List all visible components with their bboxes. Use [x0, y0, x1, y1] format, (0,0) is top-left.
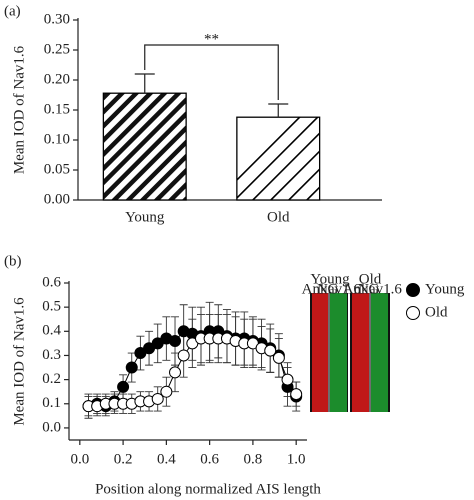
y-tick-label: 0.1: [42, 395, 61, 411]
x-tick-label: 0.8: [244, 451, 263, 467]
panel-label: (a): [4, 3, 21, 19]
hatch-line: [236, 117, 301, 182]
hatch-line: [361, 80, 474, 200]
legend-label: Old: [425, 304, 448, 320]
significance-label: **: [204, 31, 219, 47]
x-tick-label: 0.0: [70, 451, 89, 467]
x-tick-label: 0.6: [200, 451, 219, 467]
inset-channel-label: AnkG: [302, 281, 339, 297]
marker: [125, 361, 138, 374]
y-tick-label: 0.15: [44, 101, 70, 117]
x-tick-label: Old: [267, 209, 290, 225]
marker: [281, 373, 294, 386]
legend-label: Young: [425, 281, 465, 297]
inset-channel-label: Nav1.6: [317, 281, 361, 297]
hatch-line: [325, 80, 445, 200]
y-tick-label: 0.20: [44, 71, 70, 87]
hatch-line: [397, 80, 474, 200]
marker: [264, 344, 277, 357]
hatch-line: [288, 168, 320, 200]
y-tick-label: 0.25: [44, 41, 70, 57]
x-axis-label: Position along normalized AIS length: [95, 481, 321, 497]
marker: [117, 380, 130, 393]
hatch-line: [252, 132, 320, 200]
inset-group-label: Young: [310, 271, 350, 287]
significance-bracket: [144, 44, 279, 100]
marker: [177, 349, 190, 362]
y-tick-label: 0.0: [42, 419, 61, 435]
hatch-line: [379, 80, 474, 200]
marker: [160, 385, 173, 398]
y-axis-label: Mean IOD of Nav1.6: [11, 45, 27, 174]
marker: [169, 366, 182, 379]
hatch-line: [270, 150, 320, 200]
inset-channel-label: Nav1.6: [358, 281, 402, 297]
inset-image: [310, 283, 390, 412]
hatch-line: [415, 80, 474, 200]
error-bar: [134, 73, 155, 94]
y-tick-label: 0.6: [42, 274, 61, 290]
marker: [290, 388, 303, 401]
hatch-line: [236, 117, 319, 200]
inset-group-label: Old: [359, 271, 382, 287]
y-axis-label: Mean IOD of Nav1.6: [11, 297, 27, 426]
inset-channel-label: AnkG: [343, 281, 380, 297]
panel-label: (b): [4, 253, 22, 269]
hatch-line: [343, 80, 463, 200]
y-tick-label: 0.00: [44, 191, 70, 207]
legend-marker: [406, 283, 420, 297]
x-tick-label: 0.2: [114, 451, 133, 467]
y-tick-label: 0.30: [44, 11, 70, 27]
legend-marker: [406, 306, 420, 320]
y-tick-label: 0.05: [44, 161, 70, 177]
error-bar: [268, 103, 289, 118]
marker: [272, 351, 285, 364]
bar: [102, 92, 187, 201]
y-tick-label: 0.2: [42, 371, 61, 387]
y-tick-label: 0.10: [44, 131, 70, 147]
bar: [236, 116, 321, 201]
x-tick-label: 0.4: [157, 451, 176, 467]
y-tick-label: 0.4: [42, 323, 61, 339]
x-tick-label: Young: [125, 209, 165, 225]
y-tick-label: 0.3: [42, 347, 61, 363]
marker: [169, 334, 182, 347]
hatch-line: [306, 186, 320, 200]
marker: [151, 392, 164, 405]
y-tick-label: 0.5: [42, 299, 61, 315]
x-tick-label: 1.0: [287, 451, 306, 467]
hatch-line: [433, 80, 474, 200]
